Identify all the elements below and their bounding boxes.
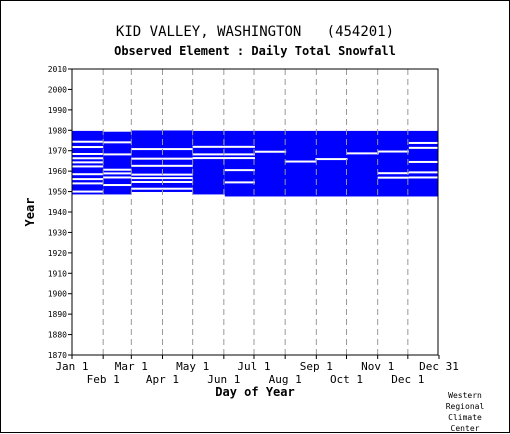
x-tick-label: Nov 1 xyxy=(361,360,394,373)
missing-gap xyxy=(72,161,104,164)
x-tick-label: Jan 1 xyxy=(55,360,88,373)
missing-gap xyxy=(103,184,132,187)
x-tick-label: Sep 1 xyxy=(300,360,333,373)
credit-line: Climate xyxy=(448,413,482,422)
x-tick-label: Dec 31 xyxy=(419,360,459,373)
missing-gap xyxy=(131,164,193,167)
y-tick-label: 1990 xyxy=(48,106,67,115)
missing-gap xyxy=(72,152,104,155)
missing-gap xyxy=(72,182,104,185)
missing-gap xyxy=(72,146,104,149)
y-tick-label: 1950 xyxy=(48,188,67,197)
y-tick-label: 1890 xyxy=(48,310,67,319)
y-tick-label: 1960 xyxy=(48,167,67,176)
missing-gap xyxy=(408,160,438,163)
missing-gap xyxy=(72,165,104,168)
x-tick-label: Jun 1 xyxy=(207,373,240,386)
y-tick-label: 1980 xyxy=(48,126,67,135)
missing-gap xyxy=(72,178,104,181)
missing-gap xyxy=(377,150,409,153)
credit-line: Regional xyxy=(445,402,485,411)
missing-gap xyxy=(103,153,132,156)
y-tick-label: 1880 xyxy=(48,331,67,340)
chart-title: KID VALLEY, WASHINGTON (454201) xyxy=(115,24,395,40)
missing-gap xyxy=(131,157,193,160)
missing-gap xyxy=(131,177,193,180)
missing-gap xyxy=(377,172,409,175)
credit-line: Center xyxy=(450,424,480,433)
missing-gap xyxy=(346,152,379,155)
x-tick-label: Oct 1 xyxy=(330,373,363,386)
x-tick-label: Jul 1 xyxy=(237,360,270,373)
missing-gap xyxy=(131,173,193,176)
missing-gap xyxy=(131,148,193,151)
y-axis-label: Year xyxy=(23,198,37,227)
y-tick-label: 1970 xyxy=(48,147,67,156)
y-tick-label: 2000 xyxy=(48,85,67,94)
x-tick-label: Mar 1 xyxy=(115,360,148,373)
missing-gap xyxy=(103,141,132,144)
missing-gap xyxy=(224,169,255,172)
y-tick-label: 1920 xyxy=(48,249,67,258)
missing-gap xyxy=(408,146,438,149)
y-tick-label: 1870 xyxy=(48,351,67,360)
missing-gap xyxy=(315,158,348,161)
missing-gap xyxy=(131,180,193,183)
missing-gap xyxy=(103,168,132,171)
y-tick-label: 1940 xyxy=(48,208,67,217)
missing-gap xyxy=(192,145,255,148)
x-tick-label: May 1 xyxy=(176,360,209,373)
missing-gap xyxy=(377,176,409,179)
missing-gap xyxy=(285,160,317,163)
missing-gap xyxy=(224,181,255,184)
missing-gap xyxy=(103,172,132,175)
missing-gap xyxy=(408,171,438,174)
y-tick-label: 1900 xyxy=(48,290,67,299)
x-tick-label: Dec 1 xyxy=(391,373,424,386)
x-tick-label: Apr 1 xyxy=(146,373,179,386)
missing-gap xyxy=(408,141,438,144)
missing-gap xyxy=(131,187,193,190)
credit-line: Western xyxy=(448,391,482,400)
chart-subtitle: Observed Element : Daily Total Snowfall xyxy=(114,44,396,58)
missing-gap xyxy=(192,157,255,160)
y-tick-label: 2010 xyxy=(48,65,67,74)
y-tick-label: 1930 xyxy=(48,228,67,237)
x-axis-label: Day of Year xyxy=(215,385,294,399)
missing-gap xyxy=(72,190,104,193)
missing-gap xyxy=(255,150,287,153)
missing-gap xyxy=(72,157,104,160)
missing-gap xyxy=(103,176,132,179)
data-block xyxy=(224,130,438,197)
missing-gap xyxy=(408,176,438,179)
x-tick-label: Feb 1 xyxy=(87,373,120,386)
credit-block: Western Regional Climate Center xyxy=(435,390,495,434)
plot-border xyxy=(71,68,439,356)
missing-gap xyxy=(72,140,104,143)
missing-gap xyxy=(72,173,104,176)
x-tick-label: Aug 1 xyxy=(269,373,302,386)
data-block xyxy=(192,130,225,195)
y-tick-label: 1910 xyxy=(48,269,67,278)
